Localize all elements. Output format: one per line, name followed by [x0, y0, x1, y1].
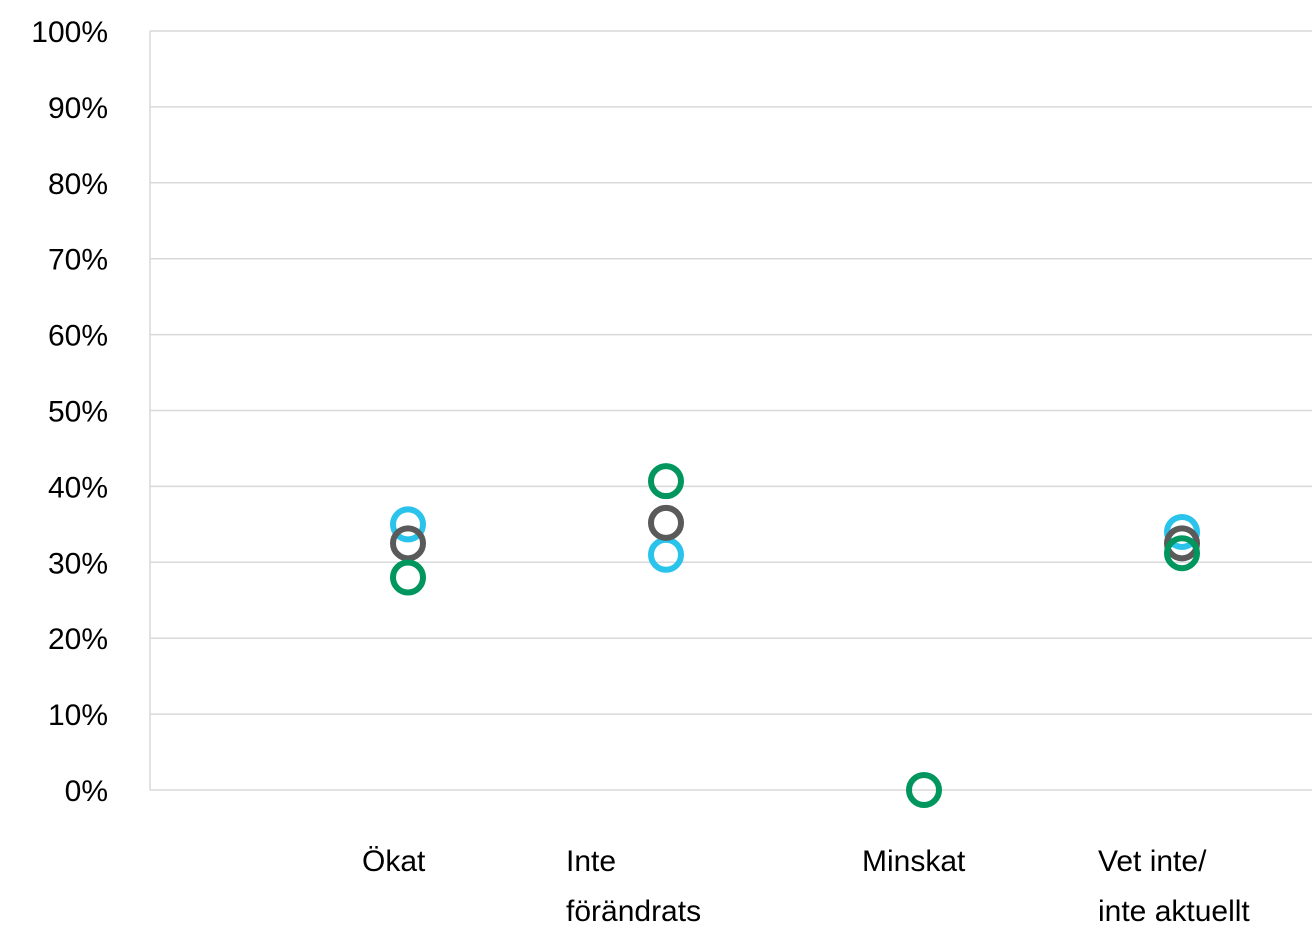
- y-tick-label: 0%: [65, 775, 108, 808]
- y-tick-label: 20%: [48, 623, 108, 656]
- y-tick-label: 50%: [48, 396, 108, 429]
- x-category-label: Ökat: [362, 845, 426, 878]
- x-axis-category-labels: Ökat Inte förändrats Minskat Vet inte/inte a…: [362, 845, 1250, 928]
- y-tick-label: 40%: [48, 471, 108, 504]
- data-point-marker: [390, 525, 426, 562]
- x-category-label: Vet inte/inte aktuellt: [1098, 845, 1250, 928]
- y-tick-label: 90%: [48, 92, 108, 125]
- data-point-marker: [648, 504, 684, 541]
- data-point-marker: [648, 536, 684, 573]
- y-tick-label: 60%: [48, 320, 108, 353]
- y-tick-label: 70%: [48, 244, 108, 277]
- gridlines: [150, 30, 1312, 791]
- data-point-marker: [1164, 535, 1200, 572]
- y-tick-label: 100%: [31, 16, 108, 49]
- y-tick-label: 80%: [48, 168, 108, 201]
- data-point-marker: [906, 772, 942, 808]
- data-point-marker: [390, 506, 426, 543]
- y-tick-label: 30%: [48, 547, 108, 580]
- data-point-marker: [1164, 513, 1200, 550]
- data-point-marker: [648, 463, 684, 500]
- y-axis-tick-labels: 0% 10% 20% 30% 40% 50% 60% 70% 80% 90% 100%: [31, 16, 108, 808]
- y-tick-label: 10%: [48, 699, 108, 732]
- x-category-label: Minskat: [862, 845, 966, 878]
- data-point-marker: [390, 559, 426, 596]
- x-category-label: Inte förändrats: [566, 845, 701, 928]
- data-markers: [390, 463, 1200, 808]
